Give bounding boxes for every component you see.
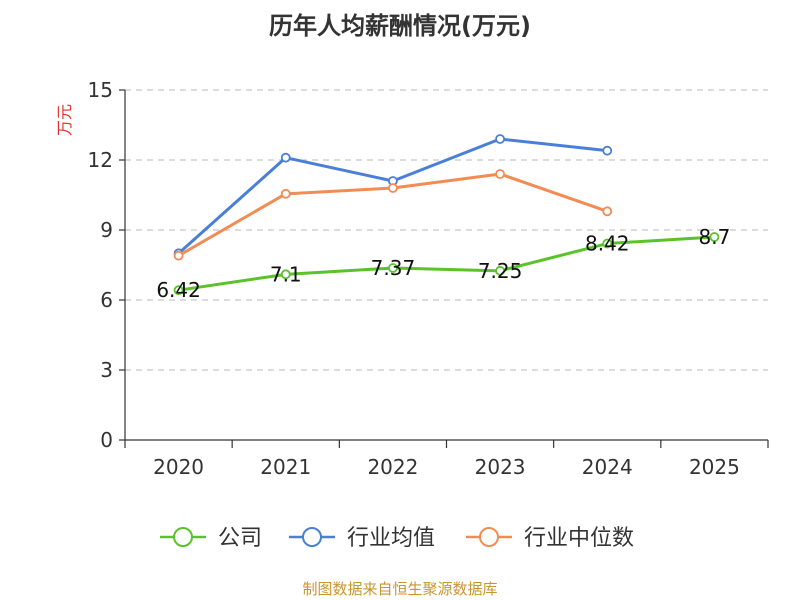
- legend-swatch-marker: [173, 527, 193, 547]
- data-point: [388, 263, 398, 273]
- data-labels: 6.42 7.1 7.37 7.25 8.42 8.7: [156, 225, 730, 302]
- series-line: [177, 137, 608, 255]
- x-tick-label: 2024: [582, 455, 633, 479]
- source-footer: 制图数据来自恒生聚源数据库: [302, 580, 498, 598]
- data-point: [280, 188, 291, 199]
- y-axis-label: 万元: [55, 104, 74, 136]
- x-tick-label: 2025: [689, 455, 740, 479]
- legend-item[interactable]: 行业中位数: [466, 526, 634, 551]
- series-group: [173, 134, 720, 296]
- axes: 0 3 6 9 12 15 2020 2021 2022 2023 2024 2025 万元: [55, 78, 769, 479]
- legend-swatch-marker: [302, 527, 322, 547]
- data-point: [280, 269, 291, 280]
- y-tick-label: 3: [100, 358, 113, 382]
- x-tick-label: 2021: [260, 455, 311, 479]
- legend-label: 公司: [218, 526, 262, 551]
- data-label: 7.1: [270, 262, 302, 286]
- legend-item[interactable]: 公司: [160, 526, 262, 551]
- x-tick-label: 2020: [153, 455, 204, 479]
- chart-title: 历年人均薪酬情况(万元): [269, 12, 531, 40]
- legend-label: 行业中位数: [524, 526, 634, 551]
- data-point: [602, 206, 613, 217]
- data-point: [173, 285, 184, 296]
- x-tick-label: 2022: [367, 455, 418, 479]
- legend[interactable]: 公司 行业均值 行业中位数: [160, 526, 634, 551]
- data-point: [388, 183, 398, 193]
- data-point: [495, 169, 505, 179]
- data-point: [495, 265, 505, 276]
- data-point: [709, 232, 720, 242]
- series-line: [178, 235, 715, 292]
- data-label: 8.7: [699, 225, 731, 249]
- y-tick-label: 12: [88, 148, 113, 172]
- y-tick-label: 6: [100, 288, 113, 312]
- data-point: [602, 145, 613, 156]
- legend-item[interactable]: 行业均值: [289, 526, 435, 551]
- data-label: 6.42: [156, 278, 201, 302]
- data-label: 7.25: [478, 259, 523, 283]
- data-point: [602, 238, 613, 249]
- data-point: [280, 152, 291, 163]
- data-label: 7.37: [371, 256, 416, 280]
- legend-swatch-marker: [479, 527, 499, 547]
- data-point: [173, 250, 184, 261]
- y-tick-label: 0: [100, 428, 113, 452]
- x-tick-label: 2023: [475, 455, 526, 479]
- legend-label: 行业均值: [347, 526, 435, 551]
- y-tick-label: 15: [88, 78, 113, 102]
- y-tick-label: 9: [100, 218, 113, 242]
- data-label: 8.42: [585, 232, 630, 256]
- data-point: [495, 134, 505, 144]
